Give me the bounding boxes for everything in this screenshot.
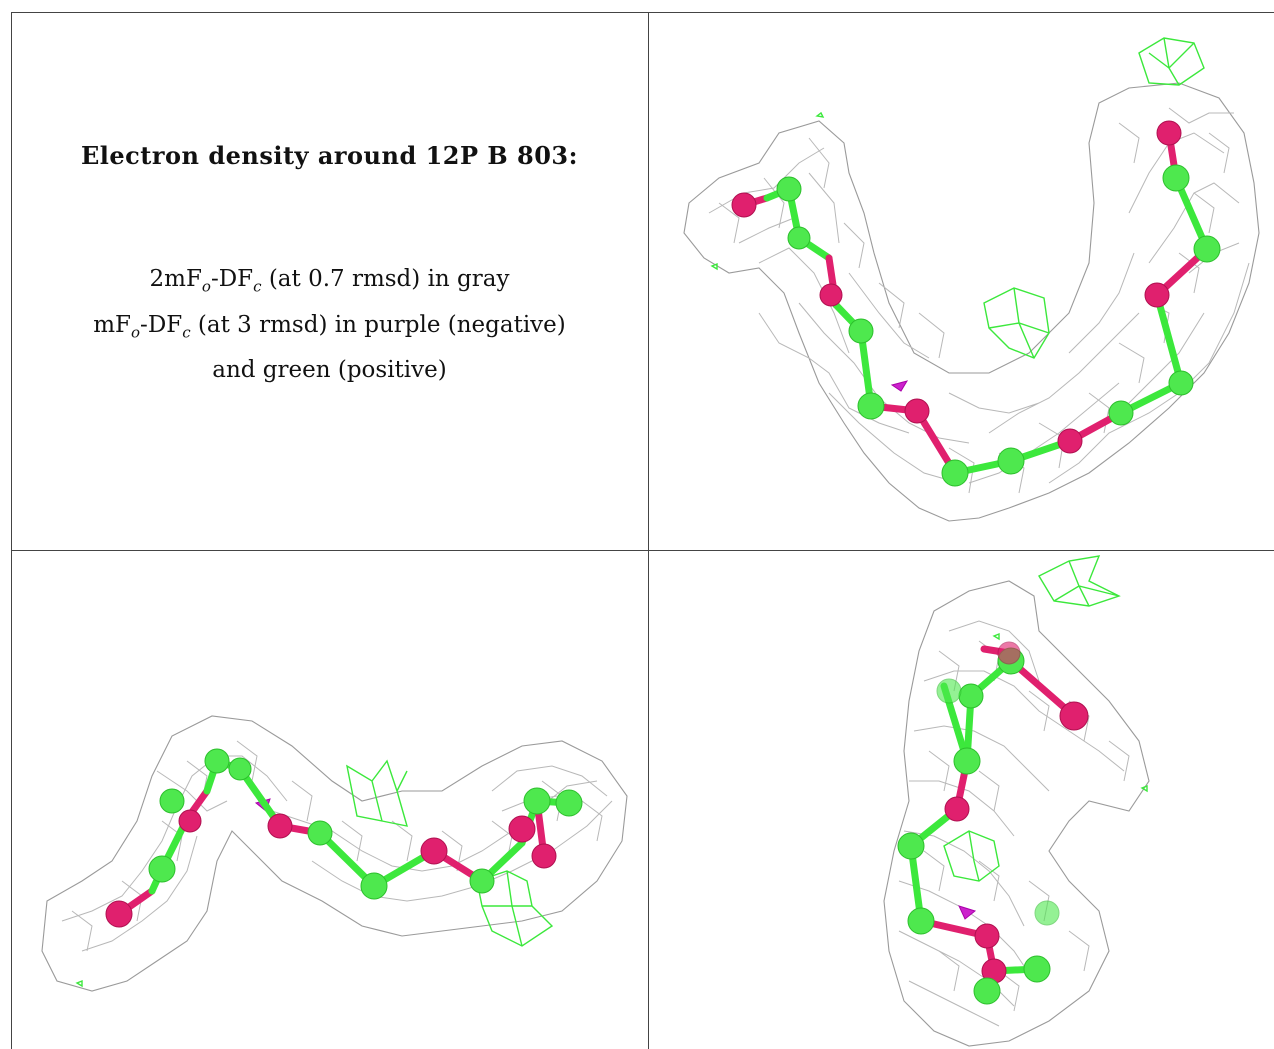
- grid-divider-horizontal: [11, 550, 1274, 551]
- legend-line-colors: and green (positive): [212, 357, 447, 384]
- caption-cell: Electron density around 12P B 803: 2mFo-…: [11, 13, 648, 550]
- positive-diff-peaks-1: [710, 37, 1205, 359]
- positive-diff-peaks-2: [75, 759, 554, 988]
- negative-diff-peak-3: [958, 905, 977, 920]
- density-view-3: [883, 555, 1150, 1047]
- grid-border-top: [11, 12, 1274, 13]
- positive-diff-peaks-3: [943, 555, 1148, 882]
- grid-border-left: [11, 12, 12, 1049]
- ligand-model-1: [731, 120, 1221, 487]
- density-view-2: [41, 715, 628, 992]
- legend-line-2fofc: 2mFo-DFc (at 0.7 rmsd) in gray: [149, 266, 510, 296]
- ligand-model-2: [105, 748, 583, 928]
- negative-diff-peak-1: [890, 380, 909, 392]
- caption-legend: 2mFo-DFc (at 0.7 rmsd) in gray mFo-DFc (…: [11, 260, 648, 389]
- caption-title: Electron density around 12P B 803:: [81, 141, 578, 170]
- ligand-model-3: [897, 641, 1089, 1005]
- density-mesh-3: [883, 580, 1150, 1047]
- grid-divider-vertical: [648, 12, 649, 1049]
- legend-line-fofc: mFo-DFc (at 3 rmsd) in purple (negative): [93, 311, 566, 342]
- density-view-1: [683, 37, 1260, 522]
